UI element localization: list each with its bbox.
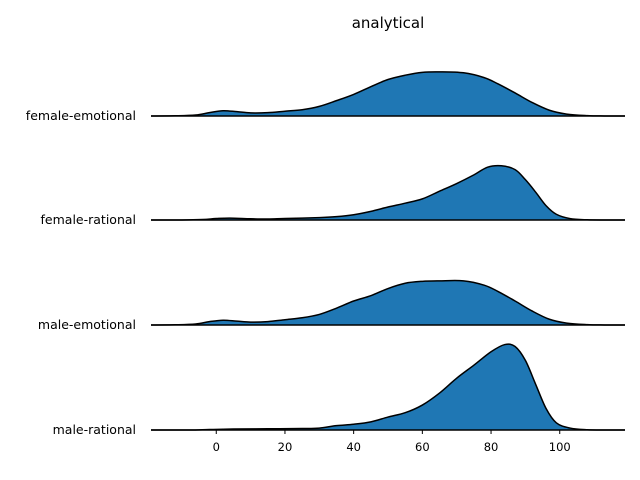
ridge-female-emotional: female-emotional — [26, 71, 626, 123]
ridge-male-emotional: male-emotional — [38, 279, 626, 332]
x-tick-label-60: 60 — [415, 440, 430, 454]
ridge-male-rational: male-rational — [53, 343, 625, 437]
category-label-female-emotional: female-emotional — [26, 108, 136, 123]
ridge-outline-male-emotional — [150, 279, 626, 326]
ridge-area-female-rational — [151, 165, 625, 220]
ridge-outline-female-rational — [151, 164, 625, 221]
category-label-male-rational: male-rational — [53, 422, 136, 437]
x-tick-label-80: 80 — [484, 440, 499, 454]
ridge-area-male-emotional — [151, 280, 625, 325]
ridge-female-rational: female-rational — [41, 164, 625, 227]
ridge-outline-female-emotional — [150, 71, 626, 117]
chart-title: analytical — [352, 14, 425, 32]
x-tick-label-40: 40 — [346, 440, 361, 454]
ridge-area-male-rational — [151, 344, 625, 430]
x-tick-label-100: 100 — [549, 440, 571, 454]
category-label-female-rational: female-rational — [41, 212, 136, 227]
x-tick-label-20: 20 — [278, 440, 293, 454]
x-tick-label-0: 0 — [213, 440, 220, 454]
ridge-outline-male-rational — [151, 343, 625, 431]
ridges-group: female-emotional female-rational male-emot… — [26, 71, 626, 437]
category-label-male-emotional: male-emotional — [38, 317, 136, 332]
ridge-area-female-emotional — [151, 71, 625, 116]
x-axis: 0 20 40 60 80 100 — [213, 430, 571, 454]
